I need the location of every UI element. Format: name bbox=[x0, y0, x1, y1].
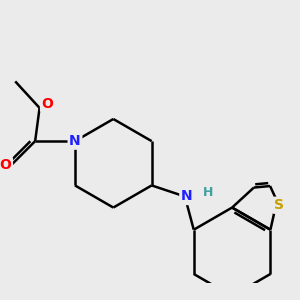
Text: O: O bbox=[0, 158, 11, 172]
Text: S: S bbox=[274, 198, 284, 212]
Text: H: H bbox=[203, 186, 213, 199]
Text: N: N bbox=[181, 190, 193, 203]
Text: O: O bbox=[42, 97, 53, 110]
Text: N: N bbox=[69, 134, 81, 148]
